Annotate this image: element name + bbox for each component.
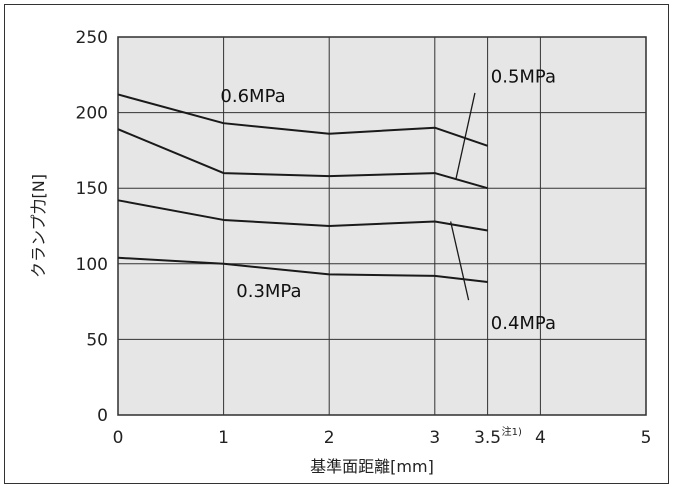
- y-tick-label: 50: [86, 330, 108, 350]
- x-tick-label: 2: [324, 428, 335, 448]
- y-tick-label: 200: [76, 104, 108, 124]
- y-tick-label: 100: [76, 255, 108, 275]
- x-tick-label: 4: [535, 428, 546, 448]
- y-tick-label: 0: [97, 406, 108, 426]
- series-callout-line: [455, 92, 476, 180]
- x-axis-title: 基準面距離[mm]: [310, 457, 434, 476]
- y-tick-label: 150: [76, 179, 108, 199]
- series-label: 0.3MPa: [236, 281, 301, 302]
- series-label: 0.5MPa: [491, 66, 556, 87]
- y-tick-label: 250: [76, 28, 108, 48]
- series-line: [117, 128, 488, 190]
- series-line: [117, 256, 488, 283]
- series-label: 0.4MPa: [491, 313, 556, 334]
- series-line: [117, 199, 488, 232]
- chart-frame: [4, 4, 669, 484]
- series-label: 0.6MPa: [220, 86, 285, 107]
- series-line: [117, 93, 488, 147]
- x-tick-label: 3.5: [474, 428, 501, 448]
- x-tick-superscript: 注1): [502, 425, 522, 438]
- x-tick-label: 3: [429, 428, 440, 448]
- series-callout-line: [450, 221, 470, 301]
- plot-area: [117, 36, 647, 416]
- x-tick-label: 5: [641, 428, 652, 448]
- x-tick-label: 0: [113, 428, 124, 448]
- x-tick-label: 1: [218, 428, 229, 448]
- y-axis-title: クランプ力[N]: [29, 174, 48, 278]
